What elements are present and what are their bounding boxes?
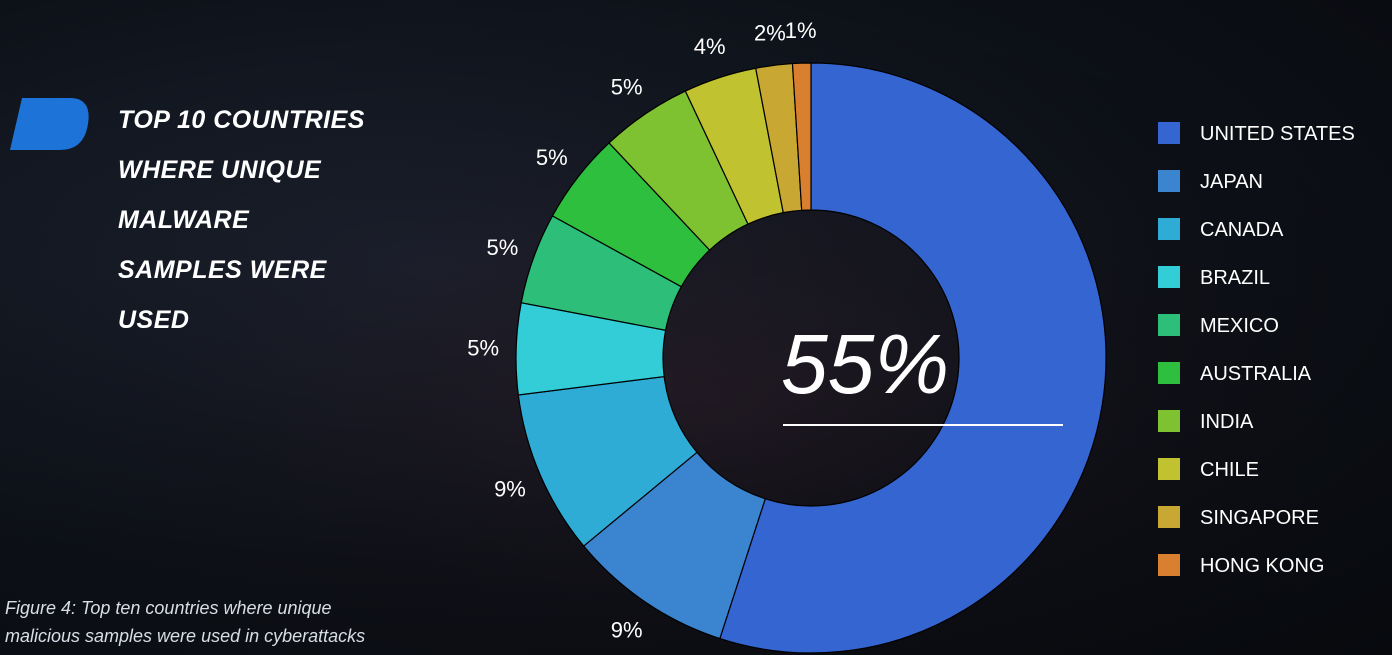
title-line: MALWARE — [118, 206, 250, 234]
legend-label: CANADA — [1200, 219, 1284, 241]
slice-label: 1% — [785, 18, 817, 43]
donut-slice — [719, 62, 1107, 654]
legend-swatch — [1158, 362, 1180, 384]
slice-label: 4% — [694, 34, 726, 59]
caption-line: malicious samples were used in cyberatta… — [5, 626, 365, 646]
legend-swatch — [1158, 554, 1180, 576]
legend-label: MEXICO — [1200, 315, 1279, 337]
legend-label: AUSTRALIA — [1200, 363, 1312, 385]
caption-line: Figure 4: Top ten countries where unique — [5, 598, 332, 618]
slice-label: 9% — [494, 476, 526, 501]
legend-swatch — [1158, 122, 1180, 144]
donut-slice — [791, 62, 812, 211]
slice-label: 5% — [536, 145, 568, 170]
center-label: 55% — [781, 317, 949, 411]
slice-label: 2% — [754, 21, 786, 46]
legend-swatch — [1158, 410, 1180, 432]
title-line: TOP 10 COUNTRIES — [118, 106, 365, 134]
legend-label: SINGAPORE — [1200, 507, 1319, 529]
legend-swatch — [1158, 314, 1180, 336]
legend-label: HONG KONG — [1200, 555, 1324, 577]
legend-label: JAPAN — [1200, 171, 1263, 193]
slice-label: 5% — [467, 336, 499, 361]
legend-label: BRAZIL — [1200, 267, 1270, 289]
slice-label: 5% — [486, 235, 518, 260]
logo — [10, 98, 89, 150]
legend-label: CHILE — [1200, 459, 1259, 481]
legend-swatch — [1158, 458, 1180, 480]
legend-label: UNITED STATES — [1200, 123, 1355, 145]
title-line: USED — [118, 306, 189, 334]
title-line: WHERE UNIQUE — [118, 156, 322, 184]
legend-label: INDIA — [1200, 411, 1254, 433]
legend-swatch — [1158, 266, 1180, 288]
slice-label: 9% — [611, 617, 643, 642]
title-line: SAMPLES WERE — [118, 256, 328, 284]
slice-label: 5% — [611, 75, 643, 100]
legend-swatch — [1158, 506, 1180, 528]
legend-swatch — [1158, 170, 1180, 192]
legend-swatch — [1158, 218, 1180, 240]
